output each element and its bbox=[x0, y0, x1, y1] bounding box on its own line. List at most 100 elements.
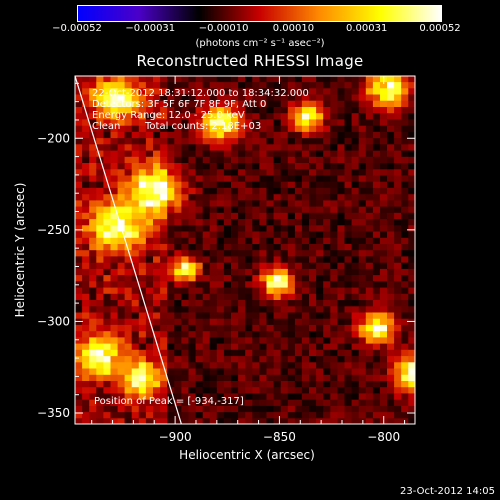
heatmap-cell bbox=[75, 187, 83, 195]
heatmap-cell bbox=[365, 168, 374, 176]
heatmap-cell bbox=[245, 181, 253, 188]
heatmap-cell bbox=[344, 199, 353, 207]
heatmap-cell bbox=[96, 417, 104, 424]
heatmap-cell bbox=[351, 392, 360, 400]
heatmap-cell bbox=[160, 224, 168, 232]
heatmap-cell bbox=[351, 76, 360, 83]
heatmap-cell bbox=[365, 212, 374, 220]
heatmap-cell bbox=[238, 324, 246, 332]
heatmap-cell bbox=[138, 100, 147, 107]
heatmap-cell bbox=[358, 262, 367, 269]
heatmap-cell bbox=[245, 392, 253, 400]
heatmap-cell bbox=[344, 224, 353, 232]
heatmap-cell bbox=[408, 305, 415, 313]
heatmap-cell bbox=[394, 274, 402, 282]
heatmap-cell bbox=[209, 293, 218, 300]
heatmap-cell bbox=[337, 93, 346, 101]
heatmap-cell bbox=[365, 218, 374, 226]
heatmap-cell bbox=[394, 237, 402, 244]
heatmap-cell bbox=[330, 206, 338, 213]
heatmap-cell bbox=[131, 162, 140, 170]
heatmap-cell bbox=[287, 174, 296, 182]
heatmap-cell bbox=[301, 156, 310, 163]
heatmap-cell bbox=[273, 280, 282, 288]
heatmap-cell bbox=[401, 181, 409, 188]
heatmap-cell bbox=[372, 187, 381, 195]
heatmap-cell bbox=[110, 287, 119, 294]
heatmap-cell bbox=[372, 405, 381, 413]
heatmap-cell bbox=[138, 218, 147, 226]
heatmap-cell bbox=[245, 218, 253, 226]
heatmap-cell bbox=[188, 361, 197, 369]
heatmap-cell bbox=[188, 287, 197, 294]
heatmap-cell bbox=[330, 417, 338, 424]
heatmap-cell bbox=[287, 112, 296, 120]
heatmap-cell bbox=[266, 87, 275, 95]
heatmap-cell bbox=[96, 405, 104, 413]
heatmap-cell bbox=[238, 330, 246, 338]
heatmap-cell bbox=[82, 243, 90, 251]
heatmap-cell bbox=[231, 349, 239, 357]
heatmap-cell bbox=[380, 299, 388, 307]
heatmap-cell bbox=[337, 206, 346, 213]
heatmap-cell bbox=[372, 262, 381, 269]
heatmap-cell bbox=[280, 187, 289, 195]
heatmap-cell bbox=[394, 349, 402, 357]
heatmap-cell bbox=[231, 299, 239, 307]
heatmap-cell bbox=[160, 112, 168, 120]
heatmap-cell bbox=[223, 299, 232, 307]
heatmap-cell bbox=[316, 112, 324, 120]
heatmap-cell bbox=[351, 168, 360, 176]
heatmap-cell bbox=[387, 311, 395, 319]
heatmap-cell bbox=[266, 243, 275, 251]
heatmap-cell bbox=[323, 311, 331, 319]
heatmap-cell bbox=[181, 81, 190, 89]
heatmap-cell bbox=[309, 174, 317, 182]
heatmap-cell bbox=[287, 199, 296, 207]
heatmap-cell bbox=[188, 268, 197, 276]
heatmap-cell bbox=[309, 224, 317, 232]
heatmap-cell bbox=[96, 268, 104, 276]
heatmap-cell bbox=[89, 280, 97, 288]
heatmap-cell bbox=[174, 386, 182, 394]
heatmap-cell bbox=[131, 330, 140, 338]
heatmap-cell bbox=[301, 131, 310, 139]
heatmap-cell bbox=[365, 262, 374, 269]
heatmap-cell bbox=[138, 237, 147, 244]
heatmap-cell bbox=[309, 343, 317, 350]
heatmap-cell bbox=[202, 231, 211, 238]
heatmap-cell bbox=[174, 174, 182, 182]
heatmap-cell bbox=[280, 268, 289, 276]
heatmap-cell bbox=[96, 349, 104, 357]
heatmap-cell bbox=[408, 81, 415, 89]
heatmap-cell bbox=[401, 206, 409, 213]
heatmap-cell bbox=[82, 392, 90, 400]
heatmap-cell bbox=[195, 231, 204, 238]
heatmap-cell bbox=[89, 231, 97, 238]
heatmap-cell bbox=[103, 106, 112, 114]
heatmap-cell bbox=[294, 137, 303, 145]
heatmap-cell bbox=[231, 311, 239, 319]
heatmap-cell bbox=[103, 100, 112, 107]
heatmap-cell bbox=[316, 411, 324, 419]
heatmap-cell bbox=[372, 224, 381, 232]
heatmap-cell bbox=[365, 131, 374, 139]
heatmap-cell bbox=[202, 93, 211, 101]
heatmap-cell bbox=[351, 206, 360, 213]
heatmap-cell bbox=[316, 293, 324, 300]
heatmap-cell bbox=[372, 156, 381, 163]
heatmap-cell bbox=[131, 374, 140, 381]
heatmap-cell bbox=[387, 125, 395, 132]
heatmap-cell bbox=[153, 268, 161, 276]
heatmap-cell bbox=[117, 212, 126, 220]
heatmap-cell bbox=[323, 206, 331, 213]
heatmap-cell bbox=[280, 349, 289, 357]
heatmap-cell bbox=[238, 262, 246, 269]
heatmap-cell bbox=[195, 280, 204, 288]
heatmap-cell bbox=[160, 262, 168, 269]
heatmap-cell bbox=[89, 218, 97, 226]
heatmap-cell bbox=[82, 268, 90, 276]
heatmap-cell bbox=[110, 106, 119, 114]
heatmap-cell bbox=[231, 343, 239, 350]
heatmap-cell bbox=[223, 255, 232, 263]
